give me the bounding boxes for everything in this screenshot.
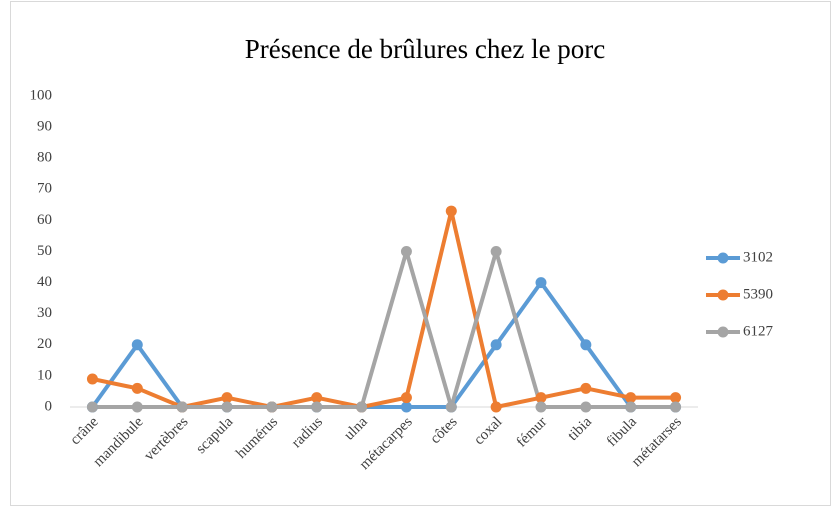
data-point <box>535 401 547 413</box>
y-tick-label: 20 <box>37 336 52 352</box>
data-point <box>490 339 502 351</box>
y-tick-label: 40 <box>37 274 52 290</box>
legend-marker <box>717 326 729 338</box>
data-point <box>311 392 323 404</box>
data-point <box>131 401 143 413</box>
y-tick-label: 70 <box>37 181 52 197</box>
data-point <box>670 401 682 413</box>
data-point <box>400 246 412 257</box>
y-tick-label: 50 <box>37 243 52 259</box>
y-tick-label: 90 <box>37 119 52 135</box>
data-point <box>86 401 98 413</box>
legend-label: 5390 <box>743 286 773 302</box>
y-tick-label: 30 <box>37 305 52 321</box>
data-point <box>356 401 368 413</box>
y-tick-label: 80 <box>37 150 52 166</box>
data-point <box>490 401 502 413</box>
data-point <box>400 401 412 413</box>
legend-marker <box>717 289 729 301</box>
data-point <box>580 339 592 351</box>
series-line <box>92 249 676 409</box>
data-point <box>221 401 233 413</box>
legend-label: 3102 <box>743 249 773 265</box>
data-point <box>86 373 98 385</box>
data-point <box>131 382 143 394</box>
data-point <box>176 401 188 413</box>
data-point <box>400 392 412 404</box>
data-point <box>490 246 502 257</box>
data-point <box>580 401 592 413</box>
y-tick-label: 60 <box>37 212 52 228</box>
data-point <box>131 339 143 351</box>
data-point <box>535 277 547 289</box>
chart-title: Présence de brûlures chez le porc <box>245 34 606 64</box>
data-point <box>266 401 278 413</box>
y-tick-label: 10 <box>37 367 52 383</box>
data-point <box>625 392 637 404</box>
data-point <box>625 401 637 413</box>
data-point <box>580 382 592 394</box>
data-point <box>221 392 233 404</box>
y-tick-label: 0 <box>45 398 53 414</box>
legend-marker <box>717 252 729 264</box>
data-point <box>445 401 457 413</box>
data-point <box>311 401 323 413</box>
legend-label: 6127 <box>743 323 774 339</box>
y-tick-label: 100 <box>30 87 53 103</box>
data-point <box>445 205 457 217</box>
chart-border <box>10 1 831 506</box>
data-point <box>535 392 547 404</box>
data-point <box>670 392 682 404</box>
